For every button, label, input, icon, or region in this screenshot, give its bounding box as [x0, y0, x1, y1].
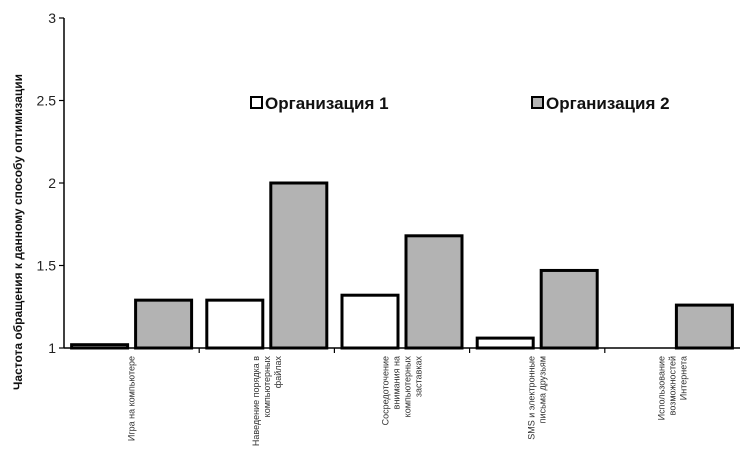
x-tick-label-line: SMS и электронные: [527, 356, 537, 440]
bar-1-3: [340, 293, 400, 350]
legend-item-1: Организация 1: [250, 94, 389, 113]
x-tick-label: Игра на компьютере: [127, 356, 137, 441]
y-tick-label: 1.5: [37, 258, 57, 274]
x-tick-label-line: Сосредоточение: [381, 356, 391, 425]
y-tick-label: 2: [48, 175, 56, 191]
x-tick-label-line: возможностей: [667, 356, 677, 415]
bar-1-2: [205, 298, 265, 350]
bar-2-5: [674, 303, 734, 350]
bar-1-1: [70, 343, 130, 350]
x-tick-label-line: компьютерных: [403, 356, 413, 418]
x-tick-label: Сосредоточение внимания на компьютерных зас…: [381, 356, 424, 426]
legend-swatch: [531, 96, 544, 109]
x-tick-label-line: внимания на: [392, 356, 402, 409]
legend-item-2: Организация 2: [531, 94, 670, 113]
y-axis-label: Частота обращения к данному способу опти…: [11, 74, 25, 390]
x-tick-label-line: заставках: [414, 356, 424, 398]
legend-label: Организация 1: [265, 94, 389, 113]
y-tick-label: 2.5: [37, 93, 57, 109]
x-tick-label: Использование возможностей Интернета: [656, 356, 688, 420]
bar-1-4: [475, 336, 535, 350]
y-axis-ticks: 1 1.5 2 2.5 3: [37, 10, 64, 356]
legend-swatch: [250, 96, 263, 109]
x-tick-label-line: Наведение порядка в: [251, 356, 261, 446]
x-tick-label: Наведение порядка в компьютерных файлах: [251, 356, 283, 447]
legend: Организация 1 Организация 2: [250, 94, 670, 113]
x-tick-label-line: Игра на компьютере: [127, 356, 137, 441]
y-tick-label: 3: [48, 10, 56, 26]
x-tick-label-line: файлах: [273, 356, 283, 389]
bar-2-2: [269, 181, 329, 350]
chart-bars: [70, 181, 734, 350]
x-tick-label-line: письма друзьям: [538, 356, 548, 423]
bar-2-3: [404, 234, 464, 350]
x-tick-label-line: Использование: [656, 356, 666, 420]
bar-2-1: [134, 298, 194, 350]
x-tick-label-line: Интернета: [678, 356, 688, 400]
y-tick-label: 1: [48, 340, 56, 356]
legend-label: Организация 2: [546, 94, 670, 113]
chart-axes: [63, 18, 740, 349]
x-axis-labels: Игра на компьютере Наведение порядка в ком…: [127, 348, 688, 447]
x-tick-label-line: компьютерных: [262, 356, 272, 418]
x-tick-label: SMS и электронные письма друзьям: [527, 356, 548, 440]
bar-2-4: [539, 268, 599, 350]
